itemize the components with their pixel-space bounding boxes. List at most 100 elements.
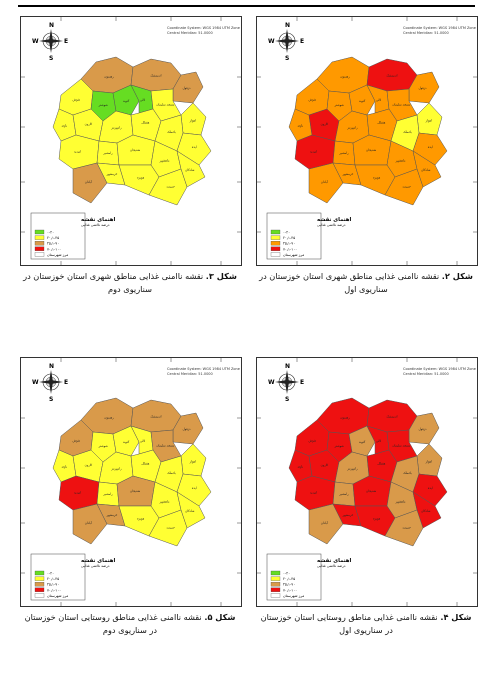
caption-text: نقشه ناامنی غذایی مناطق شهری استان خوزست… bbox=[259, 271, 442, 294]
county-label: شوش bbox=[72, 98, 80, 102]
compass-letter: E bbox=[64, 379, 68, 386]
legend-swatch bbox=[34, 582, 45, 587]
legend-item-label: ۲۰٫۱-۴۵ bbox=[283, 577, 295, 581]
county-label: اهواز bbox=[425, 119, 432, 123]
county-label: کارون bbox=[85, 122, 93, 126]
county-label: آبادان bbox=[85, 521, 92, 525]
county-label: امیدیه bbox=[74, 149, 82, 153]
county-label: گتوند bbox=[359, 99, 366, 103]
legend-item-label: ۴۵٫۱-۷۰ bbox=[47, 583, 59, 587]
county-label: هندیجان bbox=[366, 489, 376, 493]
county-label: ماهشهر bbox=[159, 500, 170, 504]
county-label: ایذه bbox=[192, 486, 197, 490]
compass-letter: W bbox=[268, 379, 275, 386]
map-svg: Coordinate System: WGS 1984 UTM Zone 39N… bbox=[257, 17, 477, 265]
county-label: اهواز bbox=[425, 460, 432, 464]
county-label: لالی bbox=[376, 98, 381, 102]
legend-swatch bbox=[34, 241, 45, 246]
compass-letter: N bbox=[285, 22, 290, 29]
county-region bbox=[72, 162, 108, 204]
county-label: هفتکل bbox=[141, 461, 149, 465]
legend-item-label: ۴۵٫۱-۷۰ bbox=[47, 242, 59, 246]
county-label: شوشتر bbox=[334, 444, 345, 448]
county-label: رامهرمز bbox=[346, 467, 358, 471]
legend-item-label: ۲۰٫۱-۴۵ bbox=[283, 236, 295, 240]
legend-item-label: ۷۰٫۱-۱۰۰ bbox=[47, 247, 61, 251]
county-label: رامشیر bbox=[102, 492, 113, 496]
figure-caption: شکل ۳. نقشه ناامنی غذایی مناطق شهری استا… bbox=[20, 270, 240, 296]
county-label: هویزه bbox=[137, 516, 145, 520]
county-label: اندیمشک bbox=[150, 74, 161, 78]
central-meridian-text: Central Meridian: 51.0000 bbox=[403, 31, 449, 35]
county-label: اندیمشک bbox=[386, 415, 397, 419]
legend-swatch bbox=[34, 576, 45, 581]
legend-swatch bbox=[270, 593, 281, 598]
county-label: ایذه bbox=[428, 486, 433, 490]
central-meridian-text: Central Meridian: 51.0000 bbox=[167, 372, 213, 376]
county-label: شادگان bbox=[185, 168, 195, 172]
county-label: باغملک bbox=[167, 130, 176, 134]
map-svg: Coordinate System: WGS 1984 UTM Zone 39N… bbox=[21, 358, 241, 606]
north-arrow-icon: N S W E bbox=[32, 22, 68, 62]
county-label: گتوند bbox=[123, 99, 130, 103]
compass-letter: S bbox=[49, 55, 53, 62]
county-label: دزفول bbox=[419, 427, 428, 431]
legend-item-label: ۷۰٫۱-۱۰۰ bbox=[47, 588, 61, 592]
legend-swatch bbox=[270, 235, 281, 240]
county-label: رامشیر bbox=[338, 492, 349, 496]
legend-item-label: ۰-۲۰ bbox=[47, 572, 54, 576]
county-region bbox=[412, 132, 448, 166]
county-label: مسجد سلیمان bbox=[156, 443, 174, 447]
county-label: کارون bbox=[321, 463, 329, 467]
county-label: شادگان bbox=[185, 509, 195, 513]
compass-letter: S bbox=[285, 55, 289, 62]
county-region bbox=[384, 509, 424, 547]
county-label: امیدیه bbox=[74, 490, 82, 494]
caption-label: شکل ۲. bbox=[441, 271, 473, 281]
map-frame: Coordinate System: WGS 1984 UTM Zone 39N… bbox=[256, 16, 478, 266]
legend-title: اهنمای نقشه bbox=[81, 558, 115, 564]
county-label: اهواز bbox=[189, 119, 196, 123]
compass-letter: W bbox=[268, 38, 275, 45]
legend-title: اهنمای نقشه bbox=[317, 558, 351, 564]
caption-text: نقشه ناامنی غذایی مناطق روستایی استان خو… bbox=[24, 612, 205, 635]
county-label: آبادان bbox=[321, 180, 328, 184]
county-region bbox=[112, 84, 140, 116]
legend-item-label: ۴۵٫۱-۷۰ bbox=[283, 583, 295, 587]
county-region bbox=[148, 168, 188, 206]
county-label: شادگان bbox=[421, 509, 431, 513]
map-frame: Coordinate System: WGS 1984 UTM Zone 39N… bbox=[256, 357, 478, 607]
county-label: خرمشهر bbox=[342, 513, 354, 517]
legend-item-label: ۰-۲۰ bbox=[283, 231, 290, 235]
county-label: امیدیه bbox=[310, 490, 318, 494]
coordinate-system-text: Coordinate System: WGS 1984 UTM Zone 39N bbox=[167, 26, 241, 30]
county-label: هویزه bbox=[373, 175, 381, 179]
county-label: رامهرمز bbox=[346, 126, 358, 130]
county-label: دزفول bbox=[183, 427, 192, 431]
figure-caption: شکل ۵. نقشه ناامنی غذایی مناطق روستایی ا… bbox=[20, 611, 240, 637]
legend-subtitle: درصد ناامنی غذایی bbox=[317, 564, 346, 568]
legend-swatch bbox=[34, 229, 45, 235]
legend-item-label: ۰-۲۰ bbox=[47, 231, 54, 235]
county-label: رهنمون bbox=[104, 415, 114, 419]
legend-swatch bbox=[270, 582, 281, 587]
county-label: آبادان bbox=[85, 180, 92, 184]
county-label: لالی bbox=[376, 439, 381, 443]
county-label: باغملک bbox=[403, 130, 412, 134]
county-label: حمیدیه bbox=[402, 185, 411, 189]
county-label: اندیمشک bbox=[386, 74, 397, 78]
county-label: ماهشهر bbox=[395, 159, 406, 163]
legend-swatch bbox=[270, 570, 281, 576]
county-label: آبادان bbox=[321, 521, 328, 525]
county-label: باوی bbox=[62, 123, 68, 127]
legend-item-label: ۴۵٫۱-۷۰ bbox=[283, 242, 295, 246]
caption-label: شکل ۴. bbox=[440, 612, 472, 622]
legend-subtitle: درصد ناامنی غذایی bbox=[81, 223, 110, 227]
legend-subtitle: درصد ناامنی غذایی bbox=[317, 223, 346, 227]
compass-letter: N bbox=[285, 363, 290, 370]
county-label: اهواز bbox=[189, 460, 196, 464]
legend-swatch bbox=[270, 587, 281, 592]
compass-letter: S bbox=[285, 396, 289, 403]
county-label: حمیدیه bbox=[166, 185, 175, 189]
county-region bbox=[176, 132, 212, 166]
